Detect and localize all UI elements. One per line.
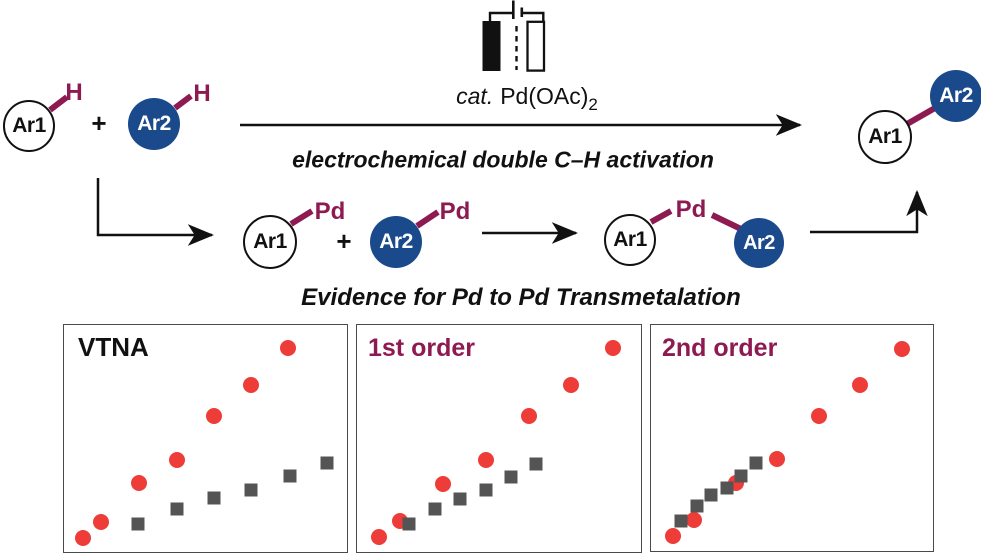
scatter-point-circle xyxy=(280,340,297,357)
reactant-ar2-node: Ar2 xyxy=(128,98,180,150)
scatter-point-circle xyxy=(435,475,452,492)
vtna-panel: VTNA xyxy=(63,324,348,553)
combined-ar1-pd-bond xyxy=(649,208,673,225)
scatter-point-square xyxy=(734,469,748,483)
scatter-point-circle xyxy=(810,408,827,425)
cell-left-lead xyxy=(488,11,512,22)
scatter-point-square xyxy=(720,481,734,495)
product-ar2-label: Ar2 xyxy=(939,84,973,107)
scatter-point-circle xyxy=(769,451,786,468)
combined-ar2-label: Ar2 xyxy=(743,231,775,254)
scatter-point-circle xyxy=(852,377,869,394)
scatter-point-circle xyxy=(664,527,681,544)
scatter-point-circle xyxy=(74,530,91,547)
ar1-pd-bond xyxy=(289,208,314,227)
first-order-panel-title: 1st order xyxy=(368,334,475,362)
reactant-ar1-node: Ar1 xyxy=(3,100,55,152)
ar2-pd-bond xyxy=(415,209,440,229)
intermediate-ar1-label: Ar1 xyxy=(253,230,287,253)
vtna-panel-title: VTNA xyxy=(78,332,149,362)
anode-electrode xyxy=(482,21,501,71)
first-order-scatter-area xyxy=(357,325,641,552)
scatter-point-circle xyxy=(371,529,388,546)
scatter-point-circle xyxy=(893,340,910,357)
catalyst-formula: Pd(OAc) xyxy=(500,83,589,110)
scatter-point-square xyxy=(131,517,145,531)
electrochemical-cell-icon xyxy=(482,0,546,72)
scatter-point-square xyxy=(479,483,493,497)
scatter-point-circle xyxy=(520,408,537,425)
branch-down-arrow xyxy=(96,178,215,246)
reactant-plus-sign: + xyxy=(91,108,107,138)
ar1-h-bond xyxy=(48,94,69,113)
product-ar1-label: Ar1 xyxy=(868,125,902,148)
scatter-point-square xyxy=(402,517,416,531)
reactant-ar2-label: Ar2 xyxy=(137,112,171,135)
combined-ar2-node: Ar2 xyxy=(734,218,784,268)
scatter-point-square xyxy=(170,502,184,516)
combined-pd-ar2-bond xyxy=(710,212,743,232)
scatter-point-square xyxy=(207,491,221,505)
first-order-panel: 1st order xyxy=(356,324,642,553)
intermediate-ar1-node: Ar1 xyxy=(243,215,297,269)
second-order-panel-title: 2nd order xyxy=(662,334,778,362)
intermediate-ar2-pd-label: Pd xyxy=(439,198,471,225)
second-order-panel: 2nd order xyxy=(650,324,934,552)
reaction-arrows xyxy=(96,114,928,246)
vtna-scatter-area xyxy=(64,325,347,552)
scatter-point-square xyxy=(320,456,334,470)
catalyst-cat-prefix: cat. xyxy=(456,83,494,110)
reaction-caption: electrochemical double C–H activation xyxy=(292,146,714,173)
scatter-point-square xyxy=(244,483,258,497)
reactant-ar2-h-label: H xyxy=(193,80,211,107)
intermediate-ar1-pd-label: Pd xyxy=(314,198,346,225)
scatter-point-circle xyxy=(168,451,185,468)
cell-right-lead xyxy=(522,11,545,22)
scatter-point-square xyxy=(283,469,297,483)
second-order-scatter-area xyxy=(651,325,933,551)
scatter-point-square xyxy=(453,492,467,506)
scatter-point-square xyxy=(674,514,688,528)
scatter-point-square xyxy=(529,457,543,471)
scatter-point-square xyxy=(428,502,442,516)
scatter-point-circle xyxy=(686,511,703,528)
intermediate-ar2-node: Ar2 xyxy=(370,216,422,268)
ar2-h-bond xyxy=(173,93,193,111)
product-ar1-ar2-bond xyxy=(905,105,937,127)
scatter-point-circle xyxy=(92,513,109,530)
scatter-point-circle xyxy=(605,340,622,357)
intermediate-ar2-label: Ar2 xyxy=(379,230,413,253)
scatter-point-square xyxy=(749,456,763,470)
reactant-ar1-h-label: H xyxy=(65,79,83,106)
return-up-arrow xyxy=(810,189,928,234)
scatter-point-circle xyxy=(130,475,147,491)
scatter-point-square xyxy=(704,488,718,502)
combined-pd-label: Pd xyxy=(675,196,707,223)
product-ar2-node: Ar2 xyxy=(930,70,981,122)
cathode-electrode xyxy=(526,20,546,72)
scatter-point-circle xyxy=(205,408,222,425)
scatter-point-circle xyxy=(562,376,579,393)
evidence-caption: Evidence for Pd to Pd Transmetalation xyxy=(301,284,741,311)
scatter-point-circle xyxy=(477,451,494,468)
catalyst-conditions: cat. Pd(OAc)2 xyxy=(456,85,598,113)
intermediate-plus-sign: + xyxy=(336,226,352,256)
catalyst-subscript: 2 xyxy=(588,94,598,114)
scatter-point-circle xyxy=(243,376,260,393)
scatter-point-square xyxy=(504,470,518,484)
combined-ar1-label: Ar1 xyxy=(613,228,647,251)
reactant-ar1-label: Ar1 xyxy=(12,114,46,137)
product-ar1-node: Ar1 xyxy=(858,110,912,164)
combined-ar1-node: Ar1 xyxy=(604,214,656,266)
bonds xyxy=(48,93,937,232)
scatter-point-square xyxy=(690,499,704,513)
